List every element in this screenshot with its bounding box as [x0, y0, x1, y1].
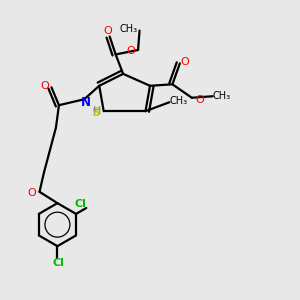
- Text: O: O: [103, 26, 112, 36]
- Text: CH₃: CH₃: [213, 91, 231, 101]
- Text: H: H: [93, 106, 101, 116]
- Text: CH₃: CH₃: [119, 24, 137, 34]
- Text: Cl: Cl: [75, 200, 87, 209]
- Text: S: S: [92, 106, 100, 119]
- Text: O: O: [126, 46, 135, 56]
- Text: O: O: [181, 57, 190, 67]
- Text: Cl: Cl: [53, 258, 65, 268]
- Text: CH₃: CH₃: [169, 96, 188, 106]
- Text: O: O: [195, 95, 204, 105]
- Text: O: O: [40, 81, 49, 91]
- Text: N: N: [81, 96, 91, 109]
- Text: O: O: [28, 188, 36, 198]
